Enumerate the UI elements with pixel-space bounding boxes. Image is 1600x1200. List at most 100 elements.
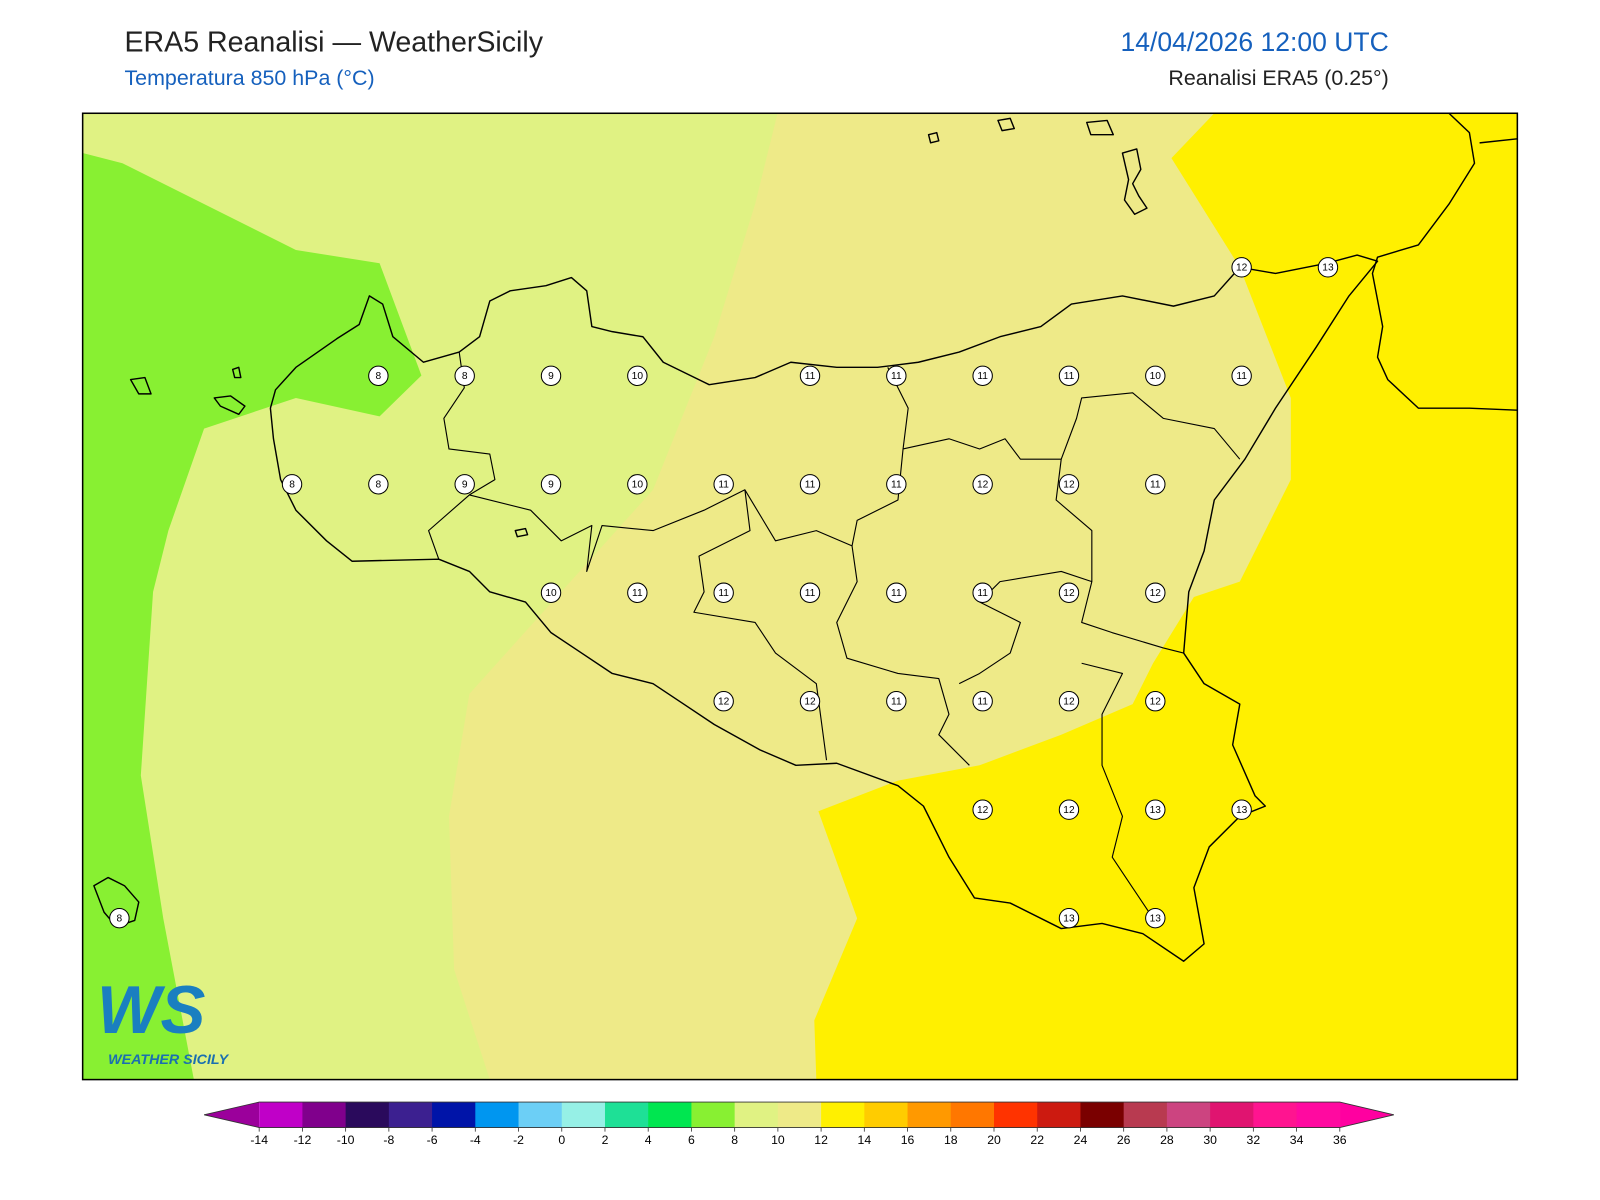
map-frame bbox=[81, 112, 1519, 1081]
grid-value: 12 bbox=[718, 696, 730, 707]
label-marker bbox=[972, 582, 993, 603]
colorbar-band bbox=[691, 1102, 736, 1128]
colorbar-band bbox=[1037, 1102, 1081, 1128]
grid-value: 12 bbox=[1063, 696, 1075, 707]
grid-value: 13 bbox=[1150, 805, 1162, 816]
colorbar-over bbox=[1339, 1102, 1394, 1128]
grid-value: 12 bbox=[1063, 588, 1075, 599]
colorbar-tick-label: 28 bbox=[1160, 1133, 1174, 1147]
grid-value: 11 bbox=[718, 479, 729, 490]
zone bbox=[814, 113, 1518, 1080]
colorbar-tick-label: 18 bbox=[944, 1133, 958, 1147]
grid-value: 8 bbox=[462, 371, 468, 382]
grid-value: 12 bbox=[1150, 588, 1162, 599]
valid-time: 14/04/2026 12:00 UTC bbox=[1120, 27, 1388, 57]
grid-value: 12 bbox=[977, 805, 989, 816]
grid-value: 11 bbox=[891, 696, 902, 707]
colorbar-tick-label: -14 bbox=[250, 1133, 268, 1147]
colorbar-tick-label: 12 bbox=[814, 1133, 828, 1147]
colorbar-band bbox=[561, 1102, 606, 1128]
label-marker bbox=[799, 474, 821, 495]
colorbar-band bbox=[950, 1102, 995, 1128]
label-marker bbox=[109, 907, 130, 929]
grid-value: 11 bbox=[977, 371, 988, 382]
colorbar-tick-label: 20 bbox=[987, 1133, 1001, 1147]
colorbar-band bbox=[345, 1102, 390, 1128]
label-marker bbox=[1058, 799, 1080, 820]
colorbar-tick-label: 0 bbox=[558, 1133, 565, 1147]
label-marker bbox=[713, 582, 734, 603]
colorbar-tick-label: 34 bbox=[1290, 1133, 1304, 1147]
colorbar: -14 -12 -10 -8 -6 -4 -2 0 2 4 6 8 10 12 14 16 18 20 22 24 26… bbox=[203, 1101, 1394, 1147]
colorbar-tick-label: 32 bbox=[1247, 1133, 1261, 1147]
title: ERA5 Reanalisi — WeatherSicily bbox=[124, 26, 543, 58]
colorbar-tick-label: 2 bbox=[602, 1133, 609, 1147]
colorbar-band bbox=[734, 1102, 779, 1128]
label-marker bbox=[540, 474, 562, 495]
colorbar-tick-label: 10 bbox=[771, 1133, 785, 1147]
colorbar-tick-label: 26 bbox=[1117, 1133, 1131, 1147]
subtitle: Temperatura 850 hPa (°C) bbox=[124, 66, 374, 90]
label-marker bbox=[1058, 691, 1080, 712]
grid-value: 9 bbox=[548, 479, 554, 490]
grid-value: 10 bbox=[1150, 371, 1162, 382]
grid-value: 11 bbox=[805, 479, 816, 490]
colorbar-tick-label: 4 bbox=[645, 1133, 652, 1147]
colorbar-band bbox=[907, 1102, 952, 1128]
grid-value: 11 bbox=[891, 371, 902, 382]
grid-value: 8 bbox=[376, 479, 382, 490]
grid-value: 8 bbox=[376, 371, 382, 382]
colorbar-tick-label: -2 bbox=[513, 1133, 524, 1147]
colorbar-band bbox=[864, 1102, 909, 1128]
colorbar-tick-label: -6 bbox=[427, 1133, 438, 1147]
label-marker bbox=[1231, 365, 1252, 387]
label-marker bbox=[713, 691, 734, 712]
grid-value: 10 bbox=[632, 479, 644, 490]
grid-value: 11 bbox=[805, 588, 816, 599]
label-marker bbox=[627, 365, 648, 387]
label-marker bbox=[1231, 257, 1252, 278]
label-marker bbox=[886, 365, 907, 387]
grid-value: 12 bbox=[977, 479, 989, 490]
colorbar-tick-label: 30 bbox=[1203, 1133, 1217, 1147]
colorbar-band bbox=[777, 1102, 822, 1128]
grid-value: 11 bbox=[718, 588, 729, 599]
label-marker bbox=[1145, 799, 1166, 820]
colorbar-band bbox=[648, 1102, 692, 1128]
colorbar-tick-label: 14 bbox=[858, 1133, 872, 1147]
colorbar-band bbox=[604, 1102, 649, 1128]
colorbar-tick-label: -8 bbox=[383, 1133, 394, 1147]
label-marker bbox=[972, 691, 993, 712]
logo: WS WEATHER SICILY bbox=[97, 973, 230, 1068]
grid-value: 8 bbox=[117, 913, 123, 924]
label-marker bbox=[713, 474, 734, 495]
calabria-coast bbox=[1371, 113, 1518, 411]
grid-value: 10 bbox=[545, 588, 557, 599]
colorbar-tick-label: 36 bbox=[1333, 1133, 1347, 1147]
label-marker bbox=[799, 582, 821, 603]
grid-value: 11 bbox=[891, 588, 902, 599]
colorbar-band bbox=[1166, 1102, 1211, 1128]
sicily-coast bbox=[269, 254, 1379, 962]
grid-value: 11 bbox=[632, 588, 643, 599]
label-marker bbox=[540, 582, 562, 603]
colorbar-under bbox=[204, 1102, 260, 1128]
label-marker bbox=[972, 799, 993, 820]
label-marker bbox=[627, 582, 648, 603]
colorbar-tick-label: -10 bbox=[337, 1133, 355, 1147]
label-marker bbox=[540, 365, 562, 387]
grid-value: 12 bbox=[1236, 263, 1248, 274]
colorbar-band bbox=[1123, 1102, 1168, 1128]
colorbar-band bbox=[1253, 1102, 1298, 1128]
grid-value: 11 bbox=[891, 479, 902, 490]
label-marker bbox=[1058, 907, 1080, 929]
source: Reanalisi ERA5 (0.25°) bbox=[1168, 66, 1388, 90]
colorbar-band bbox=[1296, 1102, 1341, 1128]
colorbar-band bbox=[821, 1102, 865, 1128]
label-marker bbox=[1317, 257, 1339, 278]
colorbar-band bbox=[1210, 1102, 1254, 1128]
logo-name: WEATHER SICILY bbox=[108, 1052, 229, 1068]
colorbar-band bbox=[388, 1102, 433, 1128]
grid-value: 11 bbox=[977, 696, 988, 707]
